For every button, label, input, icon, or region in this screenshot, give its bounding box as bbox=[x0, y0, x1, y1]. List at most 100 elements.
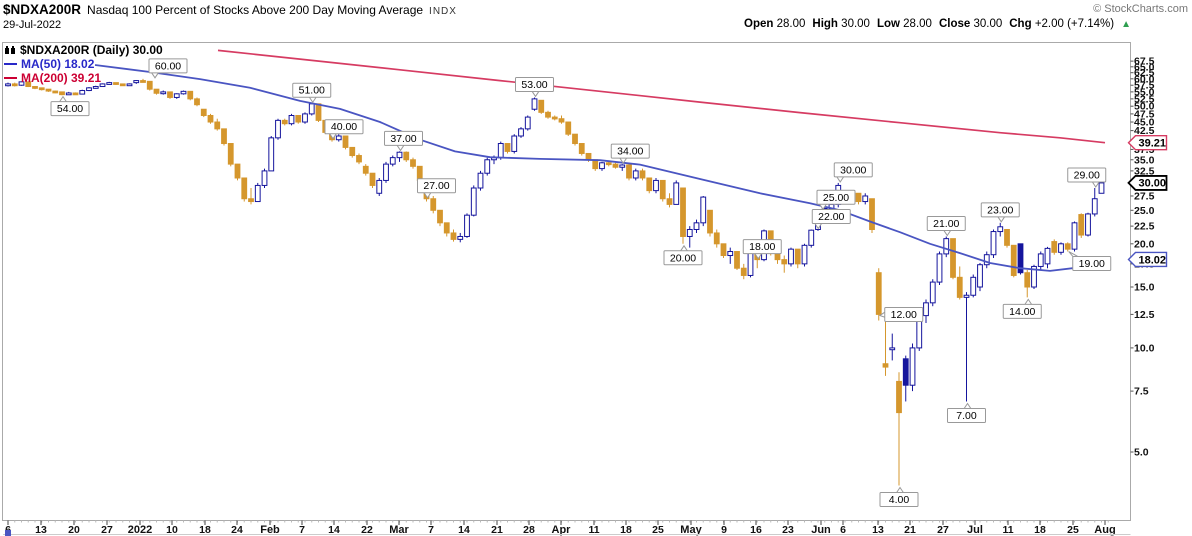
candle-body bbox=[349, 146, 356, 157]
price-label[interactable]: 7.00 bbox=[947, 402, 986, 423]
candle bbox=[227, 143, 234, 167]
candle-body bbox=[180, 90, 187, 95]
candle-body bbox=[889, 347, 896, 351]
candle bbox=[52, 90, 59, 94]
candle bbox=[376, 177, 383, 196]
candle-body bbox=[11, 83, 18, 87]
price-label[interactable]: 30.00 bbox=[833, 162, 873, 183]
price-label[interactable]: 34.00 bbox=[610, 143, 650, 165]
candle-body bbox=[234, 163, 241, 179]
candle-body bbox=[572, 133, 578, 145]
candle bbox=[605, 161, 612, 167]
price-label[interactable]: 27.00 bbox=[417, 178, 456, 199]
candle bbox=[119, 83, 126, 87]
candle bbox=[531, 97, 538, 111]
price-label-box bbox=[384, 130, 423, 146]
candle-body bbox=[875, 272, 882, 315]
candle bbox=[443, 222, 450, 237]
price-label[interactable]: 23.00 bbox=[980, 202, 1020, 223]
price-label-text: 7.00 bbox=[956, 410, 977, 422]
candle bbox=[1085, 212, 1091, 237]
price-label-box bbox=[515, 76, 554, 92]
x-tick-label: Feb bbox=[260, 524, 280, 536]
candle-body bbox=[221, 128, 227, 145]
price-label[interactable]: 22.00 bbox=[811, 208, 851, 230]
price-label-text: 37.00 bbox=[390, 133, 416, 145]
candle-body bbox=[79, 90, 86, 95]
y-tick-label: 67.5 bbox=[1134, 56, 1155, 68]
candle-body bbox=[1004, 228, 1010, 246]
price-label[interactable]: 53.00 bbox=[515, 76, 554, 98]
candle-body bbox=[207, 114, 214, 123]
candle bbox=[707, 209, 713, 237]
candle-body bbox=[781, 259, 788, 265]
candle bbox=[855, 192, 862, 205]
candle bbox=[538, 99, 545, 114]
price-label[interactable]: 20.00 bbox=[663, 244, 703, 266]
candle-body bbox=[545, 111, 551, 118]
candle-body bbox=[1037, 253, 1044, 267]
price-label[interactable]: 37.00 bbox=[384, 130, 423, 152]
candle-body bbox=[788, 248, 794, 265]
candle bbox=[646, 177, 653, 194]
y-tick-label: 35.0 bbox=[1134, 154, 1155, 166]
legend-ma50[interactable]: MA(50) 18.02 bbox=[4, 57, 163, 71]
price-label[interactable]: 40.00 bbox=[324, 119, 364, 140]
candle bbox=[153, 88, 160, 95]
candle-body bbox=[659, 179, 666, 200]
price-label[interactable]: 19.00 bbox=[1068, 251, 1112, 272]
candle bbox=[315, 103, 322, 123]
candle bbox=[207, 113, 214, 124]
candle bbox=[403, 151, 410, 162]
candle bbox=[666, 193, 673, 208]
legend-ma200[interactable]: MA(200) 39.21 bbox=[4, 71, 163, 85]
price-label-text: 60.00 bbox=[155, 60, 181, 72]
y-tick-label: 32.5 bbox=[1134, 165, 1155, 177]
candle-body bbox=[936, 253, 943, 283]
price-label-text: 22.00 bbox=[818, 211, 844, 223]
candle-body bbox=[241, 177, 248, 200]
price-label[interactable]: 4.00 bbox=[879, 486, 919, 508]
x-tick-label: Mar bbox=[389, 524, 409, 536]
quote-high: High 30.00 bbox=[812, 18, 870, 30]
price-label-box bbox=[742, 239, 782, 255]
candle bbox=[106, 81, 113, 85]
candle bbox=[700, 195, 707, 227]
chart-date: 29-Jul-2022 bbox=[3, 19, 62, 31]
price-label-box bbox=[663, 250, 703, 266]
legend-series[interactable]: $NDXA200R (Daily) 30.00 bbox=[4, 43, 163, 57]
candle bbox=[470, 185, 477, 217]
candle-body bbox=[680, 187, 686, 237]
price-label-text: 51.00 bbox=[299, 85, 325, 97]
candle-body bbox=[619, 164, 626, 168]
candle-body bbox=[578, 143, 585, 154]
candle bbox=[437, 209, 443, 227]
candle-body bbox=[1078, 214, 1085, 236]
chart-legend: $NDXA200R (Daily) 30.00 MA(50) 18.02 MA(… bbox=[4, 43, 163, 85]
price-label[interactable]: 54.00 bbox=[50, 95, 90, 117]
x-tick-label: 7 bbox=[299, 524, 305, 536]
price-label-text: 18.00 bbox=[749, 241, 775, 253]
ma50-swatch bbox=[4, 63, 17, 65]
candle-body bbox=[59, 91, 65, 96]
candle bbox=[45, 88, 52, 92]
price-label[interactable]: 25.00 bbox=[816, 189, 856, 211]
price-label[interactable]: 21.00 bbox=[926, 215, 966, 237]
candle bbox=[686, 226, 693, 248]
axis-callout-box bbox=[1127, 175, 1168, 191]
candle-body bbox=[86, 87, 92, 92]
price-label[interactable]: 60.00 bbox=[148, 58, 188, 79]
candle bbox=[79, 89, 86, 95]
price-label[interactable]: 14.00 bbox=[1002, 298, 1042, 319]
candle bbox=[565, 121, 572, 137]
axis-callout-box bbox=[1127, 135, 1168, 151]
price-label[interactable]: 51.00 bbox=[292, 82, 332, 104]
candle-body bbox=[1098, 182, 1105, 194]
price-label[interactable]: 18.00 bbox=[742, 239, 782, 260]
price-label-text: 54.00 bbox=[57, 103, 83, 115]
price-label[interactable]: 29.00 bbox=[1067, 167, 1107, 188]
price-label[interactable]: 12.00 bbox=[878, 307, 924, 323]
candle bbox=[524, 115, 531, 131]
